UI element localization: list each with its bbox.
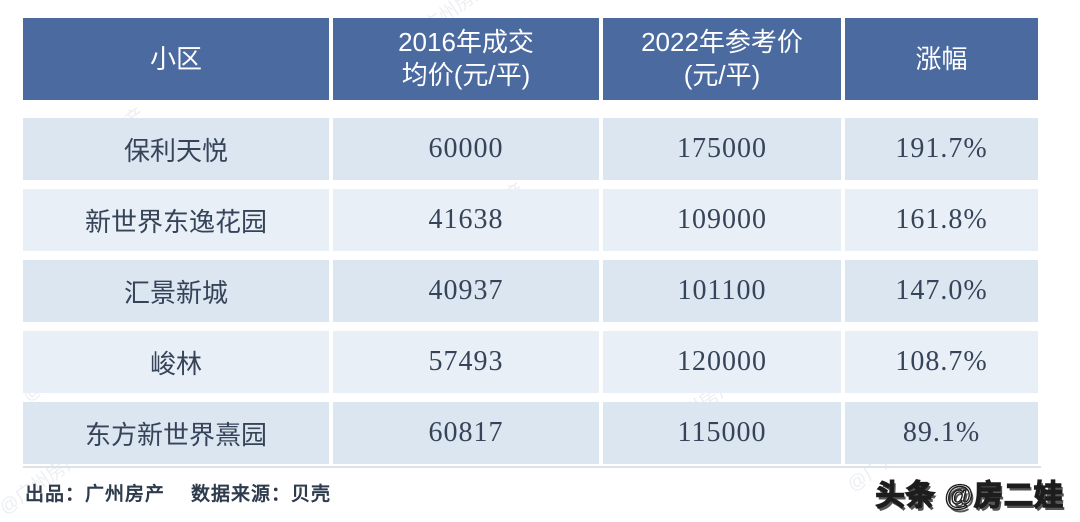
table-row: 新世界东逸花园 41638 109000 161.8% <box>23 189 1038 251</box>
table-header-row: 小区 2016年成交 均价(元/平) 2022年参考价 (元/平) 涨幅 <box>23 18 1038 100</box>
data-source-credit: 数据来源：贝壳 <box>191 484 332 505</box>
community-name-cell: 东方新世界熹园 <box>23 402 329 464</box>
price-2022-cell: 175000 <box>603 118 841 180</box>
change-cell: 89.1% <box>845 402 1038 464</box>
price-2016-cell: 41638 <box>333 189 599 251</box>
header-community: 小区 <box>23 18 329 100</box>
community-name-cell: 新世界东逸花园 <box>23 189 329 251</box>
change-cell: 108.7% <box>845 331 1038 393</box>
price-2022-cell: 101100 <box>603 260 841 322</box>
footer-divider <box>23 466 1041 468</box>
header-price-2022: 2022年参考价 (元/平) <box>603 18 841 100</box>
table-row: 保利天悦 60000 175000 191.7% <box>23 118 1038 180</box>
community-name-cell: 保利天悦 <box>23 118 329 180</box>
price-2022-cell: 120000 <box>603 331 841 393</box>
price-2022-cell: 115000 <box>603 402 841 464</box>
producer-credit: 出品：广州房产 <box>25 484 166 505</box>
price-table: 小区 2016年成交 均价(元/平) 2022年参考价 (元/平) 涨幅 保利天… <box>23 18 1038 464</box>
price-2016-cell: 57493 <box>333 331 599 393</box>
community-name-cell: 峻林 <box>23 331 329 393</box>
change-cell: 147.0% <box>845 260 1038 322</box>
price-2016-cell: 40937 <box>333 260 599 322</box>
price-2016-cell: 60000 <box>333 118 599 180</box>
change-cell: 161.8% <box>845 189 1038 251</box>
community-name-cell: 汇景新城 <box>23 260 329 322</box>
header-change: 涨幅 <box>845 18 1038 100</box>
toutiao-account-watermark: 头条 @房二娃 <box>875 479 1064 512</box>
table-row: 汇景新城 40937 101100 147.0% <box>23 260 1038 322</box>
table-row: 东方新世界熹园 60817 115000 89.1% <box>23 402 1038 464</box>
price-2022-cell: 109000 <box>603 189 841 251</box>
credits: 出品：广州房产 数据来源：贝壳 <box>25 479 331 506</box>
price-2016-cell: 60817 <box>333 402 599 464</box>
header-price-2016: 2016年成交 均价(元/平) <box>333 18 599 100</box>
table-row: 峻林 57493 120000 108.7% <box>23 331 1038 393</box>
change-cell: 191.7% <box>845 118 1038 180</box>
